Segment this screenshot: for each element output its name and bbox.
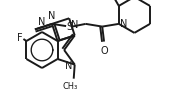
Text: S: S xyxy=(66,22,72,32)
Text: N: N xyxy=(65,61,73,71)
Text: N: N xyxy=(38,17,45,27)
Text: N: N xyxy=(120,19,127,29)
Text: N: N xyxy=(48,11,56,21)
Text: F: F xyxy=(17,33,22,43)
Text: N: N xyxy=(71,20,79,30)
Text: CH₃: CH₃ xyxy=(62,82,77,91)
Text: O: O xyxy=(100,46,108,56)
